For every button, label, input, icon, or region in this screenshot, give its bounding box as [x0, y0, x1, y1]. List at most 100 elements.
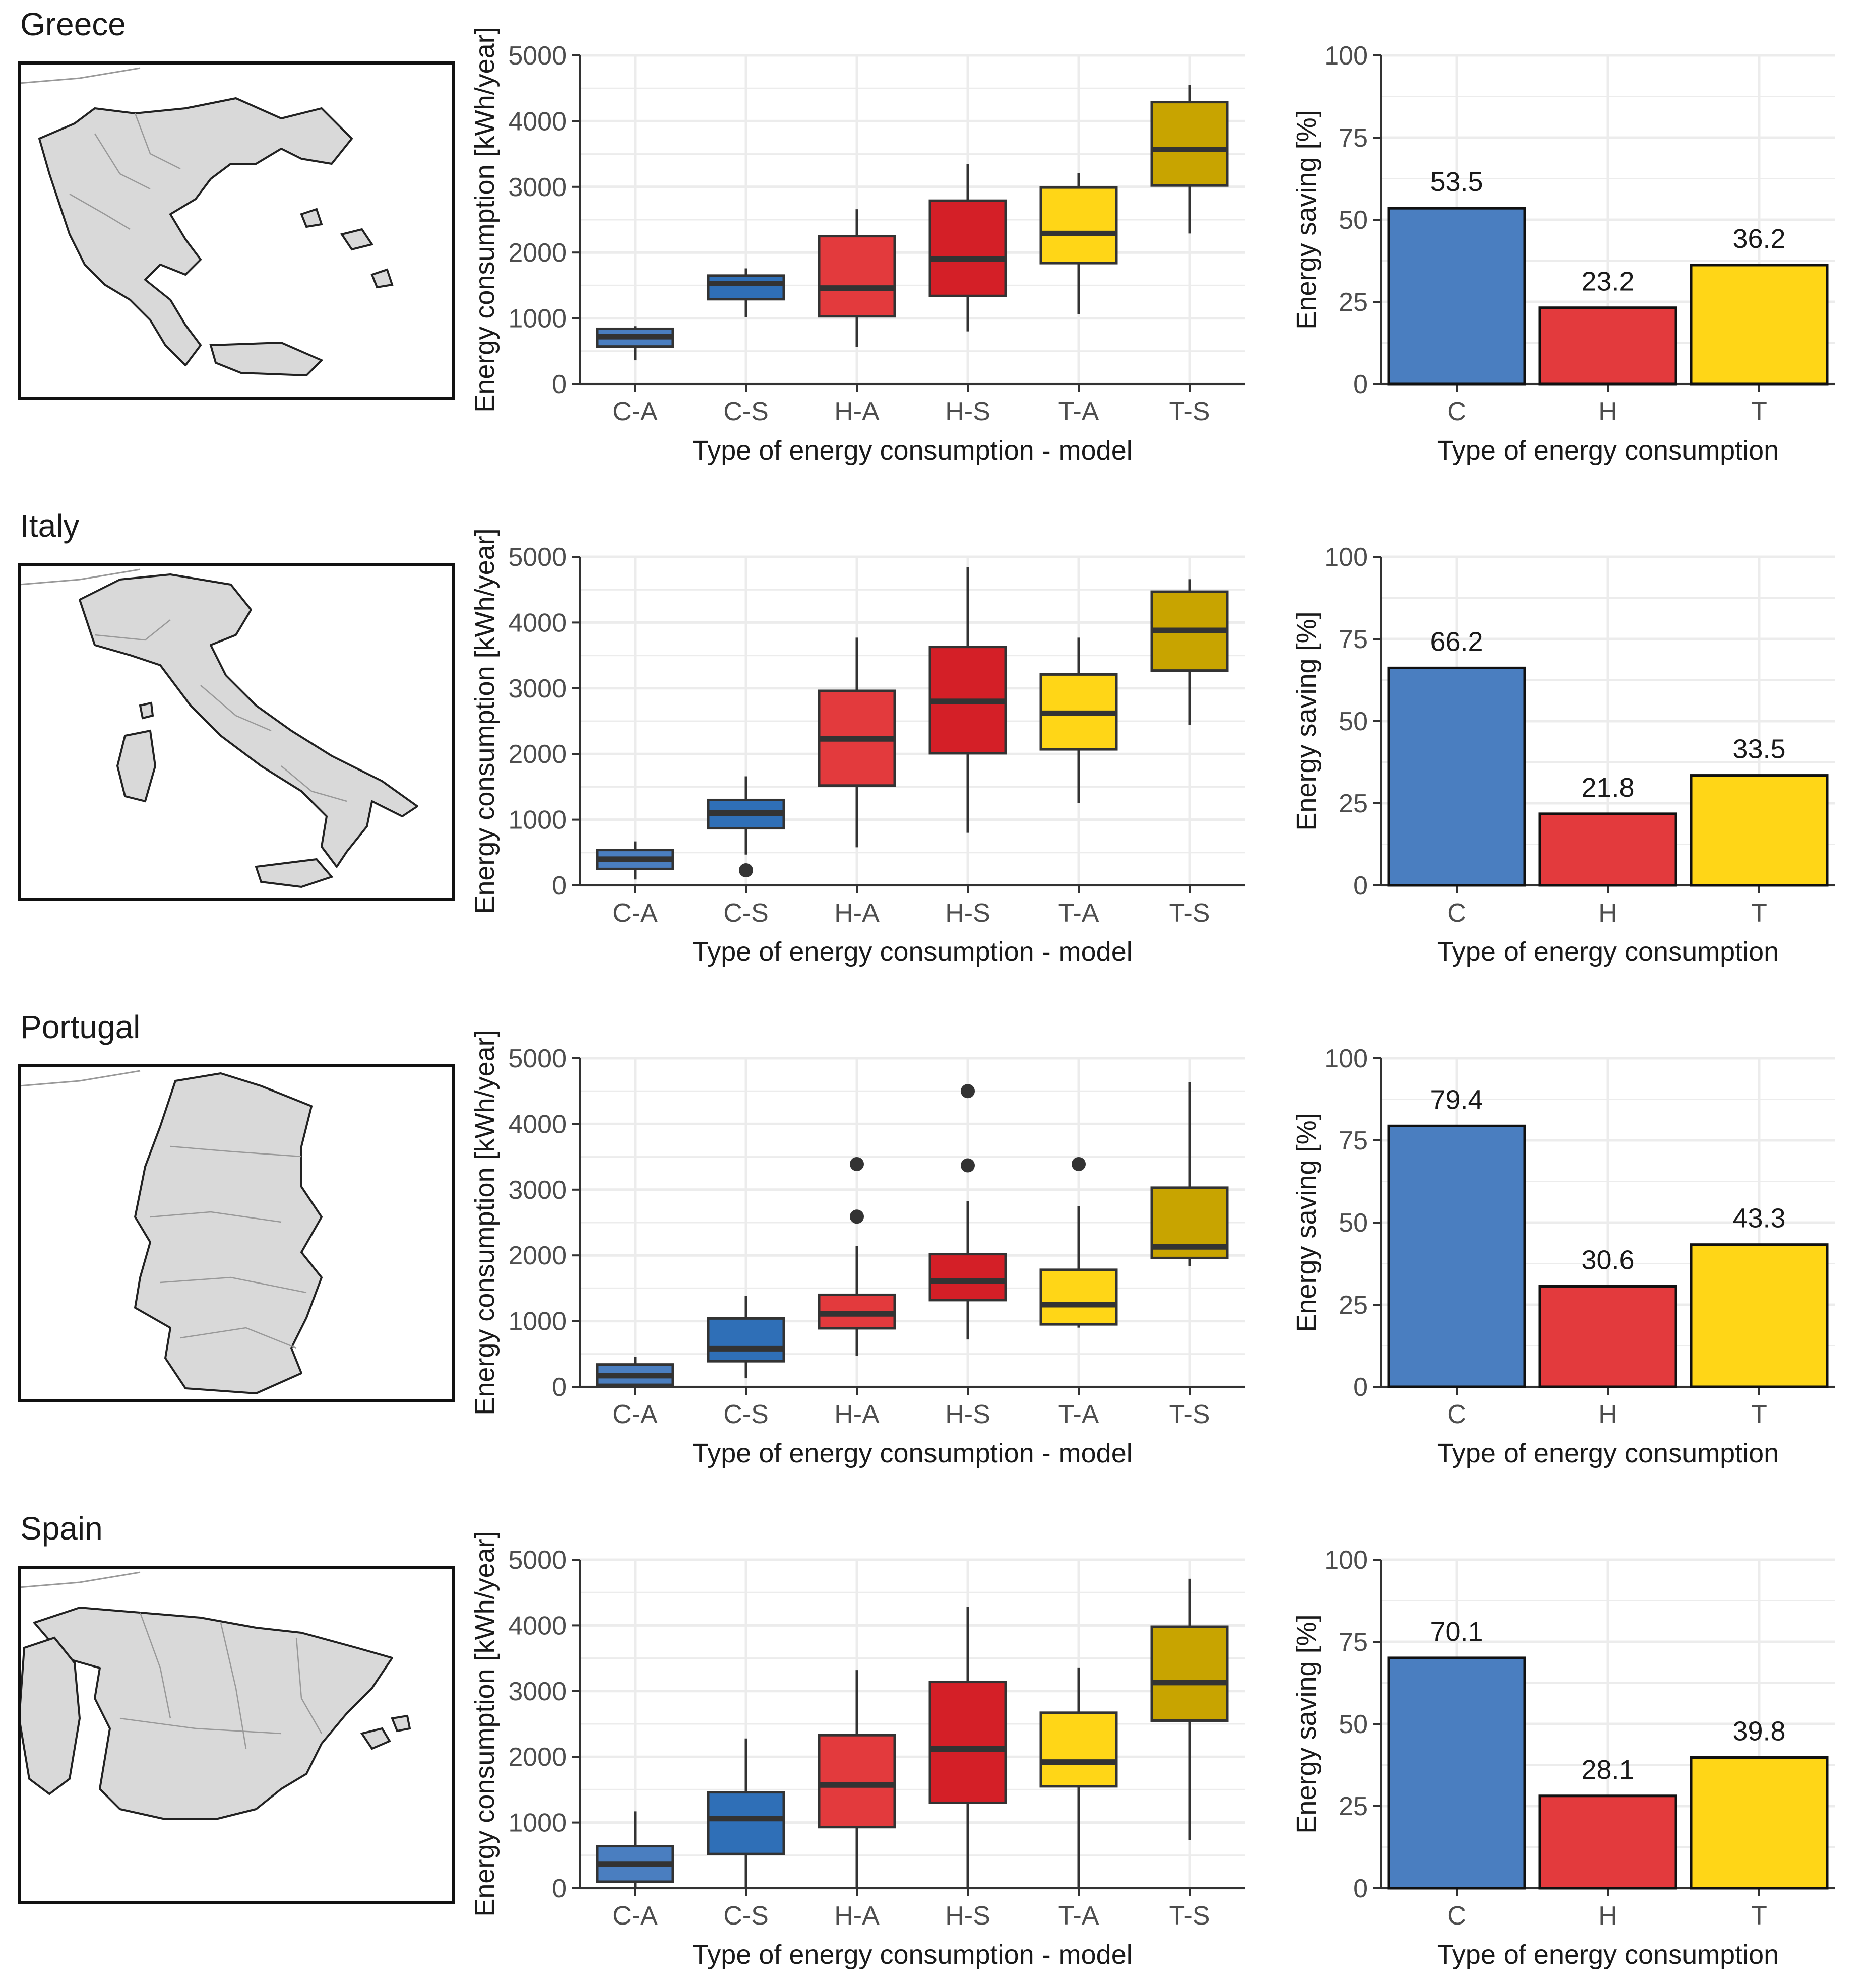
- bar-value-label: 79.4: [1430, 1084, 1483, 1115]
- box-chart-y-axis-label: Energy consumption [kWh/year]: [470, 1030, 500, 1415]
- bar-chart-x-tick-label: H: [1598, 1901, 1617, 1931]
- boxplot-outlier: [850, 1209, 864, 1224]
- bar-chart-y-axis-label: Energy saving [%]: [1291, 611, 1322, 830]
- boxplot-T-A: [1039, 1157, 1118, 1328]
- box-chart-x-tick-label: C-A: [612, 1901, 658, 1931]
- bar-chart-y-tick-label: 100: [1324, 543, 1368, 572]
- bar-chart-x-axis-label: Type of energy consumption: [1437, 435, 1779, 466]
- box-chart-y-tick-label: 3000: [508, 173, 567, 202]
- box-chart-y-tick-label: 3000: [508, 1176, 567, 1205]
- bar-value-label: 43.3: [1732, 1203, 1785, 1234]
- bar-chart-y-axis-label: Energy saving [%]: [1291, 1113, 1322, 1332]
- bar-chart-x-axis-label: Type of energy consumption: [1437, 1438, 1779, 1468]
- boxplot-T-S: [1150, 579, 1229, 725]
- box-chart-y-tick-label: 0: [552, 370, 567, 399]
- greece-map: [19, 67, 394, 377]
- region-border: [220, 1622, 247, 1749]
- box-chart-x-tick-label: C-A: [612, 899, 658, 928]
- portugal-map: [19, 1070, 323, 1394]
- bar-chart-x-tick-label: C: [1447, 1901, 1466, 1931]
- boxplot-T-A: [1039, 637, 1118, 803]
- map-frame: [18, 61, 455, 400]
- bar-value-label: 21.8: [1581, 773, 1634, 803]
- boxplot-H-A: [818, 1670, 896, 1888]
- bar-chart-x-tick-label: T: [1751, 1400, 1767, 1429]
- box-chart-x-tick-label: C-S: [723, 899, 769, 928]
- region-border: [150, 1211, 282, 1223]
- box-chart-x-tick-label: H-A: [834, 397, 880, 426]
- box-chart-y-tick-label: 3000: [508, 674, 567, 703]
- box-chart-x-tick-label: H-S: [945, 899, 990, 928]
- island-shape: [139, 701, 154, 720]
- box-chart-y-tick-label: 2000: [508, 1241, 567, 1270]
- boxplot-T-A: [1039, 1667, 1118, 1888]
- country-title: Italy: [20, 507, 79, 544]
- bar-C: [1387, 207, 1526, 386]
- box-chart-x-tick-label: H-S: [945, 1901, 990, 1931]
- country-title: Spain: [20, 1510, 103, 1547]
- region-border: [200, 685, 272, 732]
- region-border: [295, 1637, 323, 1734]
- boxplot-outlier: [961, 1158, 975, 1173]
- boxplot-box: [707, 1317, 785, 1363]
- boxplot-C-A: [596, 326, 674, 361]
- boxplot-C-S: [707, 1738, 785, 1888]
- boxplot-box: [928, 1681, 1007, 1804]
- boxplot-box: [928, 1253, 1007, 1302]
- box-chart-y-tick-label: 1000: [508, 1307, 567, 1336]
- map-frame: [18, 1064, 455, 1402]
- bar-value-label: 28.1: [1581, 1755, 1634, 1785]
- boxplot-box: [707, 274, 785, 301]
- boxplot-H-S: [928, 567, 1007, 833]
- bar-chart-x-axis-label: Type of energy consumption: [1437, 937, 1779, 967]
- bar-T: [1690, 1243, 1829, 1388]
- boxplot-box: [1039, 1711, 1118, 1788]
- region-border: [94, 619, 171, 641]
- bar-H: [1538, 306, 1677, 386]
- bar-value-label: 53.5: [1430, 167, 1483, 197]
- bar-chart-y-tick-label: 100: [1324, 1044, 1368, 1073]
- bar-value-label: 70.1: [1430, 1617, 1483, 1647]
- bar-chart-y-axis-label: Energy saving [%]: [1291, 1614, 1322, 1833]
- boxplot-outlier: [1072, 1157, 1086, 1171]
- bar-chart-y-tick-label: 25: [1339, 288, 1368, 317]
- boxplot-outlier: [850, 1157, 864, 1171]
- bar-chart-x-tick-label: H: [1598, 899, 1617, 928]
- box-chart-x-tick-label: T-S: [1169, 397, 1210, 426]
- box-chart-y-tick-label: 0: [552, 871, 567, 901]
- box-chart-x-tick-label: T-S: [1169, 899, 1210, 928]
- region-border: [139, 1612, 171, 1719]
- box-chart-x-tick-label: C-A: [612, 397, 658, 426]
- box-chart-y-tick-label: 1000: [508, 806, 567, 835]
- bar-chart-y-tick-label: 50: [1339, 206, 1368, 235]
- island-shape: [209, 341, 324, 377]
- boxplot-box: [1039, 1268, 1118, 1326]
- box-chart-x-axis-label: Type of energy consumption - model: [692, 1438, 1132, 1468]
- bar-chart-y-tick-label: 25: [1339, 1792, 1368, 1821]
- bar-chart-x-tick-label: T: [1751, 899, 1767, 928]
- box-chart-x-tick-label: T-S: [1169, 1400, 1210, 1429]
- boxplot-outlier: [961, 1084, 975, 1099]
- bar-chart-y-tick-label: 50: [1339, 1710, 1368, 1739]
- map-frame: [18, 1566, 455, 1904]
- bar-chart-x-tick-label: T: [1751, 1901, 1767, 1931]
- boxplot-box: [928, 199, 1007, 297]
- bar-chart-x-axis-label: Type of energy consumption: [1437, 1940, 1779, 1970]
- boxplot-C-S: [707, 268, 785, 317]
- bar-chart-y-tick-label: 0: [1353, 370, 1368, 399]
- box-chart-x-tick-label: T-A: [1058, 1901, 1099, 1931]
- bar-value-label: 39.8: [1732, 1716, 1785, 1747]
- bar-C: [1387, 1124, 1526, 1388]
- island-shape: [300, 208, 323, 228]
- bar-chart-x-tick-label: C: [1447, 899, 1466, 928]
- box-chart-y-axis-label: Energy consumption [kWh/year]: [470, 528, 500, 914]
- bar-chart-x-tick-label: T: [1751, 397, 1767, 426]
- bar-C: [1387, 1656, 1526, 1890]
- box-chart-x-tick-label: T-A: [1058, 899, 1099, 928]
- bar-value-label: 30.6: [1581, 1245, 1634, 1275]
- neighbour-border: [19, 67, 141, 84]
- bar-H: [1538, 812, 1677, 887]
- bar-chart-y-tick-label: 0: [1353, 1373, 1368, 1402]
